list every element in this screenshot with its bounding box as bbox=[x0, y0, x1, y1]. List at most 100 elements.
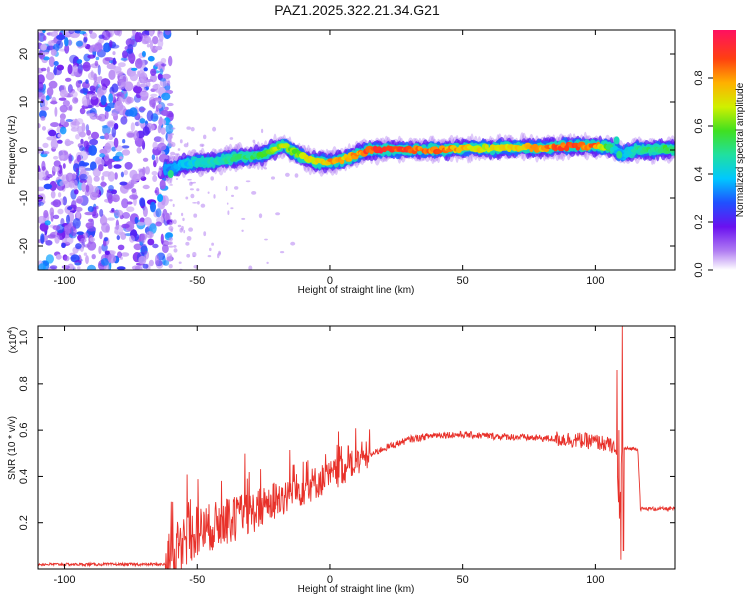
noise-speckle bbox=[264, 238, 268, 241]
noise-speckle bbox=[113, 137, 119, 148]
noise-speckle bbox=[76, 231, 84, 235]
noise-speckle bbox=[175, 178, 179, 180]
noise-speckle bbox=[85, 184, 90, 193]
snr-y-tick-label: 0.6 bbox=[18, 422, 30, 437]
noise-speckle bbox=[210, 176, 214, 181]
noise-speckle bbox=[64, 44, 70, 54]
noise-speckle bbox=[128, 52, 136, 64]
noise-speckle bbox=[144, 166, 150, 175]
noise-speckle bbox=[76, 266, 81, 270]
noise-speckle bbox=[199, 143, 205, 147]
noise-speckle bbox=[86, 175, 93, 186]
noise-speckle bbox=[168, 245, 174, 248]
noise-speckle bbox=[65, 77, 72, 82]
noise-speckle bbox=[114, 230, 119, 234]
noise-speckle bbox=[211, 242, 215, 246]
noise-speckle bbox=[38, 74, 45, 84]
spectrogram-y-tick-label: 20 bbox=[18, 48, 30, 60]
noise-speckle bbox=[43, 35, 47, 41]
noise-speckle bbox=[149, 40, 153, 51]
noise-speckle bbox=[148, 259, 154, 267]
noise-speckle bbox=[170, 151, 176, 156]
noise-speckle bbox=[145, 80, 151, 88]
noise-speckle bbox=[118, 62, 126, 68]
snr-y-tick-label: 0.2 bbox=[18, 515, 30, 530]
noise-speckle bbox=[60, 218, 65, 227]
noise-speckle bbox=[118, 231, 125, 236]
noise-speckle bbox=[88, 136, 92, 140]
noise-speckle bbox=[150, 68, 157, 77]
noise-speckle bbox=[171, 142, 176, 148]
noise-speckle bbox=[58, 97, 67, 101]
noise-speckle bbox=[49, 180, 57, 192]
noise-speckle bbox=[188, 227, 194, 232]
noise-speckle bbox=[79, 107, 86, 115]
noise-speckle bbox=[139, 197, 146, 207]
noise-speckle bbox=[64, 255, 70, 262]
noise-speckle bbox=[294, 173, 299, 178]
noise-speckle bbox=[116, 235, 121, 241]
noise-speckle bbox=[114, 226, 119, 230]
noise-speckle bbox=[158, 165, 162, 177]
noise-speckle bbox=[38, 186, 45, 192]
noise-speckle bbox=[38, 122, 41, 129]
snr-x-label: Height of straight line (km) bbox=[298, 584, 415, 595]
noise-speckle bbox=[100, 181, 106, 188]
noise-speckle bbox=[112, 51, 116, 56]
noise-speckle bbox=[42, 83, 47, 91]
noise-speckle bbox=[68, 39, 72, 46]
noise-speckle bbox=[230, 207, 234, 210]
noise-speckle bbox=[147, 238, 155, 246]
spectrogram-marks bbox=[38, 30, 675, 270]
ridge-mark bbox=[157, 194, 164, 202]
noise-speckle bbox=[88, 104, 93, 109]
noise-speckle bbox=[161, 92, 171, 101]
noise-speckle bbox=[152, 84, 159, 90]
noise-speckle bbox=[111, 112, 118, 117]
snr-plot-area bbox=[38, 326, 675, 569]
noise-speckle bbox=[169, 221, 172, 226]
noise-speckle bbox=[70, 32, 80, 39]
noise-speckle bbox=[212, 126, 217, 132]
noise-speckle bbox=[193, 181, 197, 184]
noise-speckle bbox=[76, 210, 81, 219]
noise-speckle bbox=[182, 217, 185, 222]
noise-speckle bbox=[69, 54, 78, 64]
noise-speckle bbox=[101, 258, 109, 266]
noise-speckle bbox=[88, 218, 93, 223]
snr-series-line bbox=[38, 326, 675, 569]
noise-speckle bbox=[53, 67, 62, 76]
noise-speckle bbox=[142, 184, 150, 190]
noise-speckle bbox=[86, 113, 95, 117]
noise-speckle bbox=[86, 93, 93, 98]
noise-speckle bbox=[42, 30, 46, 34]
noise-speckle bbox=[89, 237, 96, 243]
noise-speckle bbox=[60, 155, 65, 159]
noise-speckle bbox=[112, 57, 117, 66]
ridge-mark bbox=[612, 146, 618, 151]
noise-speckle bbox=[140, 243, 148, 255]
noise-speckle bbox=[160, 109, 169, 116]
noise-speckle bbox=[117, 244, 125, 251]
noise-speckle bbox=[139, 107, 147, 111]
noise-speckle bbox=[99, 153, 106, 158]
noise-speckle bbox=[43, 183, 52, 190]
noise-speckle bbox=[146, 231, 154, 239]
noise-speckle bbox=[38, 89, 45, 93]
noise-speckle bbox=[146, 110, 154, 122]
noise-speckle bbox=[101, 175, 105, 181]
noise-speckle bbox=[104, 237, 108, 242]
noise-speckle bbox=[131, 67, 138, 71]
noise-speckle bbox=[183, 229, 186, 234]
colorbar-tick-label: 0.8 bbox=[693, 70, 705, 85]
noise-speckle bbox=[107, 254, 117, 264]
noise-speckle bbox=[50, 190, 56, 199]
snr-y-tick-label: 1.0 bbox=[18, 330, 30, 345]
noise-speckle bbox=[179, 139, 183, 144]
noise-speckle bbox=[79, 173, 88, 181]
noise-speckle bbox=[121, 198, 129, 209]
noise-speckle bbox=[106, 120, 116, 128]
noise-speckle bbox=[142, 126, 150, 136]
noise-speckle bbox=[48, 129, 57, 137]
